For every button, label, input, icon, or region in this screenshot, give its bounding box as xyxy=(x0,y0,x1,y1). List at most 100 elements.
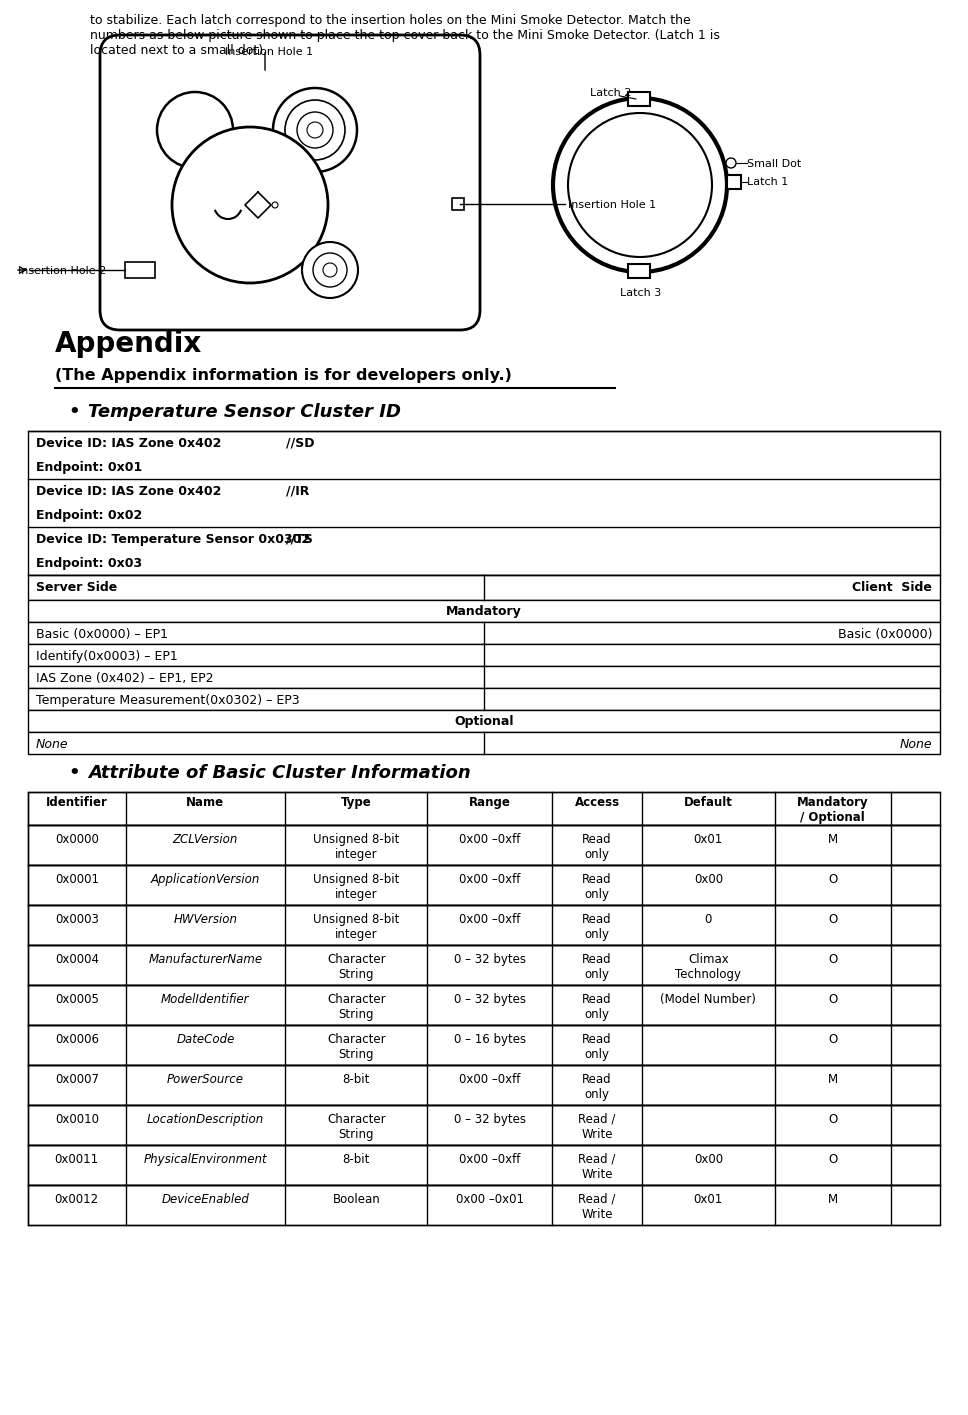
Bar xyxy=(28,666,940,688)
Bar xyxy=(28,1024,940,1065)
Text: Attribute of Basic Cluster Information: Attribute of Basic Cluster Information xyxy=(88,764,470,782)
Text: O: O xyxy=(829,1033,837,1046)
Text: PhysicalEnvironment: PhysicalEnvironment xyxy=(143,1153,267,1166)
Text: 0x01: 0x01 xyxy=(694,1193,723,1206)
Text: 0x00 –0xff: 0x00 –0xff xyxy=(459,1153,521,1166)
Circle shape xyxy=(297,112,333,149)
Bar xyxy=(628,265,650,277)
Text: Unsigned 8-bit
integer: Unsigned 8-bit integer xyxy=(313,833,400,860)
Text: Default: Default xyxy=(684,797,733,809)
Text: 0x0000: 0x0000 xyxy=(55,833,99,846)
Text: Unsigned 8-bit
integer: Unsigned 8-bit integer xyxy=(313,913,400,941)
Text: Basic (0x0000) – EP1: Basic (0x0000) – EP1 xyxy=(36,628,168,641)
Bar xyxy=(28,985,940,1024)
Text: 0x0005: 0x0005 xyxy=(55,993,99,1006)
Text: Appendix: Appendix xyxy=(55,330,202,358)
Text: Identify(0x0003) – EP1: Identify(0x0003) – EP1 xyxy=(36,649,178,664)
Text: 0x0012: 0x0012 xyxy=(55,1193,99,1206)
Bar xyxy=(28,1105,940,1145)
Text: Climax
Technology: Climax Technology xyxy=(676,952,741,981)
Text: Identifier: Identifier xyxy=(45,797,107,809)
Text: Small Dot: Small Dot xyxy=(747,158,802,168)
Text: Device ID: Temperature Sensor 0x0302: Device ID: Temperature Sensor 0x0302 xyxy=(36,533,310,546)
Text: //SD: //SD xyxy=(286,437,315,450)
Text: 0x0011: 0x0011 xyxy=(55,1153,99,1166)
Bar xyxy=(28,945,940,985)
Text: Unsigned 8-bit
integer: Unsigned 8-bit integer xyxy=(313,873,400,901)
Text: Latch 3: Latch 3 xyxy=(620,289,661,299)
Text: Character
String: Character String xyxy=(327,993,385,1022)
Text: Read
only: Read only xyxy=(583,873,612,901)
Text: Name: Name xyxy=(186,797,225,809)
Text: Mandatory: Mandatory xyxy=(446,606,522,618)
Circle shape xyxy=(157,92,233,168)
Bar xyxy=(28,688,940,710)
Text: 0 – 32 bytes: 0 – 32 bytes xyxy=(454,1114,526,1126)
Circle shape xyxy=(313,253,347,287)
Circle shape xyxy=(553,98,727,272)
Text: Temperature Sensor Cluster ID: Temperature Sensor Cluster ID xyxy=(88,403,401,422)
Text: 0: 0 xyxy=(705,913,712,925)
Text: 0x0003: 0x0003 xyxy=(55,913,99,925)
Text: LocationDescription: LocationDescription xyxy=(147,1114,264,1126)
Text: 0x00 –0xff: 0x00 –0xff xyxy=(459,833,521,846)
Text: Basic (0x0000): Basic (0x0000) xyxy=(837,628,932,641)
Text: HWVersion: HWVersion xyxy=(173,913,237,925)
Circle shape xyxy=(285,100,345,160)
Text: Read
only: Read only xyxy=(583,913,612,941)
Text: 0 – 32 bytes: 0 – 32 bytes xyxy=(454,993,526,1006)
Circle shape xyxy=(302,242,358,299)
Text: DateCode: DateCode xyxy=(176,1033,234,1046)
Text: PowerSource: PowerSource xyxy=(166,1073,244,1085)
Bar xyxy=(28,792,940,825)
Text: None: None xyxy=(899,739,932,751)
Text: M: M xyxy=(828,1193,838,1206)
Text: //IR: //IR xyxy=(286,485,310,498)
Text: Temperature Measurement(0x0302) – EP3: Temperature Measurement(0x0302) – EP3 xyxy=(36,693,300,708)
Text: M: M xyxy=(828,1073,838,1085)
Bar xyxy=(727,175,741,190)
Text: Read
only: Read only xyxy=(583,952,612,981)
Circle shape xyxy=(323,263,337,277)
Text: Range: Range xyxy=(469,797,511,809)
Bar xyxy=(628,92,650,106)
Text: 0x00: 0x00 xyxy=(694,1153,723,1166)
Bar xyxy=(28,906,940,945)
Text: None: None xyxy=(36,739,69,751)
Circle shape xyxy=(273,88,357,173)
Circle shape xyxy=(568,113,712,258)
Text: Read
only: Read only xyxy=(583,833,612,860)
Circle shape xyxy=(172,127,328,283)
Text: Insertion Hole 2: Insertion Hole 2 xyxy=(18,266,106,276)
Text: 0x00 –0xff: 0x00 –0xff xyxy=(459,913,521,925)
Text: 8-bit: 8-bit xyxy=(343,1073,370,1085)
Text: Insertion Hole 1: Insertion Hole 1 xyxy=(568,200,656,209)
Bar xyxy=(125,262,155,277)
Text: ApplicationVersion: ApplicationVersion xyxy=(151,873,260,886)
Text: Read /
Write: Read / Write xyxy=(579,1153,616,1182)
Text: •: • xyxy=(68,764,79,782)
Text: Device ID: IAS Zone 0x402: Device ID: IAS Zone 0x402 xyxy=(36,485,222,498)
Text: Mandatory
/ Optional: Mandatory / Optional xyxy=(797,797,868,824)
Text: to stabilize. Each latch correspond to the insertion holes on the Mini Smoke Det: to stabilize. Each latch correspond to t… xyxy=(90,14,720,57)
Text: (The Appendix information is for developers only.): (The Appendix information is for develop… xyxy=(55,368,512,383)
Text: Access: Access xyxy=(575,797,620,809)
Bar xyxy=(452,198,464,209)
Text: O: O xyxy=(829,1153,837,1166)
Text: Read
only: Read only xyxy=(583,1033,612,1061)
Bar xyxy=(28,710,940,732)
Text: 8-bit: 8-bit xyxy=(343,1153,370,1166)
Text: Read
only: Read only xyxy=(583,993,612,1022)
Bar xyxy=(28,732,940,754)
Text: Character
String: Character String xyxy=(327,952,385,981)
Text: Endpoint: 0x01: Endpoint: 0x01 xyxy=(36,461,142,474)
Text: O: O xyxy=(829,1114,837,1126)
Text: 0x0010: 0x0010 xyxy=(55,1114,99,1126)
Text: 0x0004: 0x0004 xyxy=(55,952,99,966)
Text: 0x00: 0x00 xyxy=(694,873,723,886)
Text: Character
String: Character String xyxy=(327,1033,385,1061)
Text: 0x0007: 0x0007 xyxy=(55,1073,99,1085)
Text: 0x00 –0xff: 0x00 –0xff xyxy=(459,873,521,886)
Text: 0 – 16 bytes: 0 – 16 bytes xyxy=(454,1033,526,1046)
Text: O: O xyxy=(829,873,837,886)
